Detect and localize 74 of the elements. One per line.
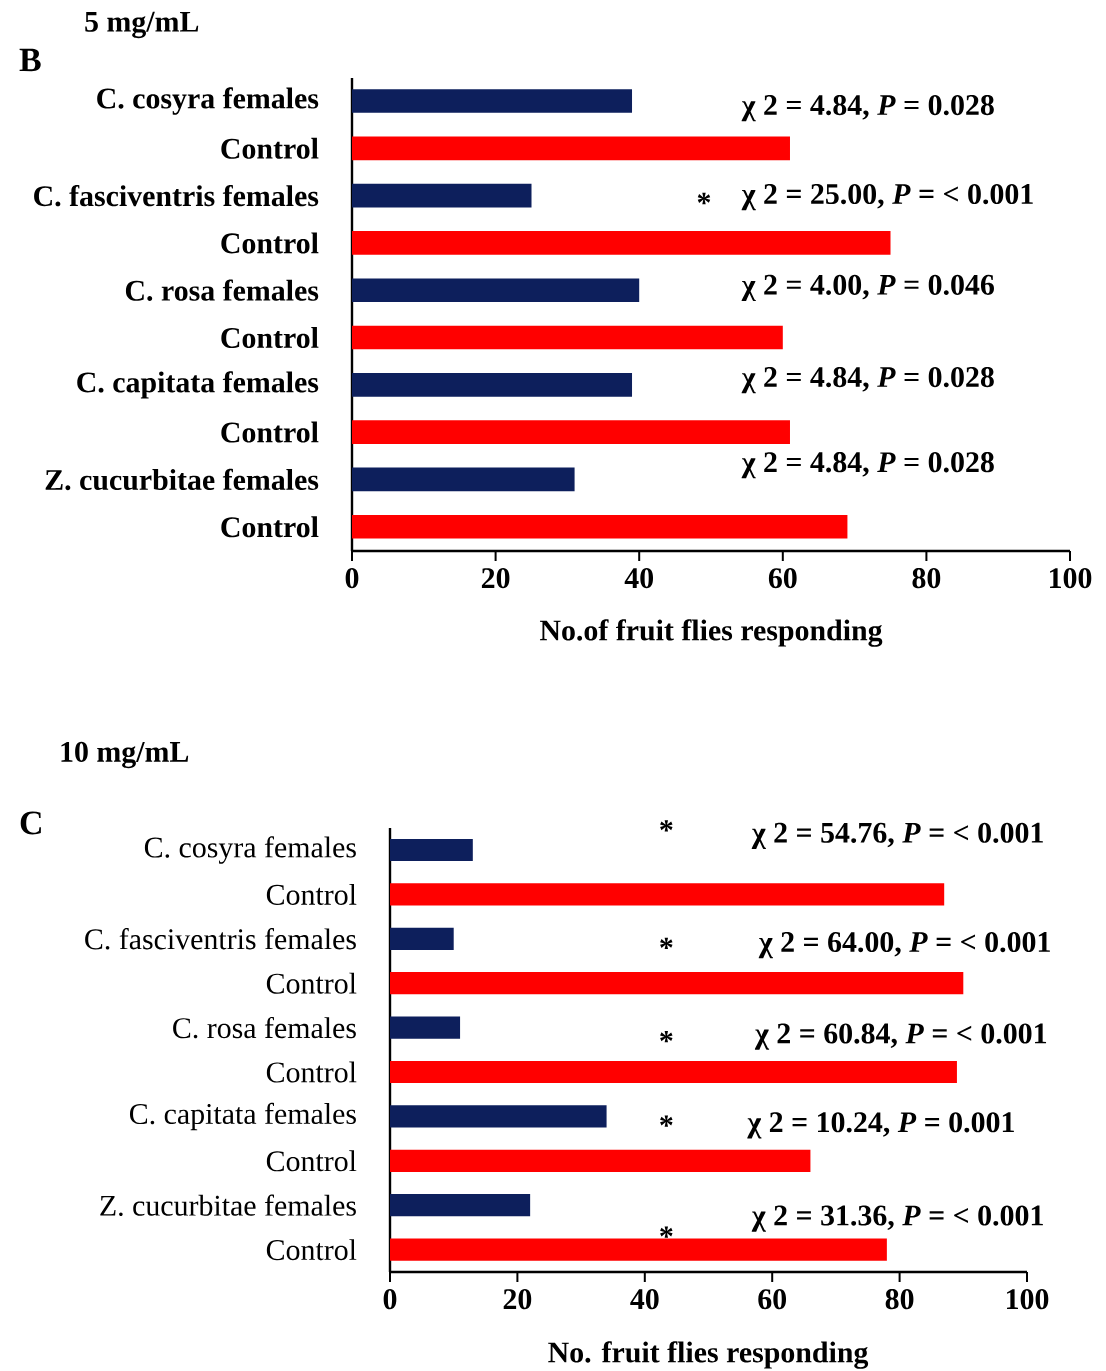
x-tick-label: 20 — [503, 1289, 532, 1310]
text: 10 mg/mL — [61, 741, 189, 769]
y-tick-label: Control — [266, 1239, 357, 1261]
bar — [352, 278, 640, 303]
annotation: * — [660, 820, 673, 832]
bar — [352, 89, 633, 113]
bar — [352, 420, 790, 444]
x-axis-title: No. fruit flies responding — [548, 1341, 869, 1369]
y-tick-label: Control — [266, 972, 357, 994]
y-tick-label: C. rosa females — [125, 279, 319, 301]
bar — [390, 1238, 887, 1261]
x-tick-label: 60 — [768, 568, 797, 589]
bar — [390, 1105, 607, 1128]
x-tick-label: 60 — [758, 1289, 787, 1310]
annotation: * — [660, 937, 673, 950]
bar — [390, 972, 964, 995]
annotation: * — [697, 192, 711, 205]
annotation: * — [660, 1115, 673, 1127]
y-tick-label: Control — [221, 232, 319, 254]
annotation: * — [660, 1031, 673, 1043]
y-tick-label: C. capitata females — [77, 371, 319, 399]
y-tick-label: Control — [266, 883, 357, 905]
y-tick-label: C. fasciventris females — [85, 928, 356, 950]
chart-title: 5 mg/mL — [85, 11, 199, 39]
annotation: * — [660, 1226, 673, 1238]
y-tick-label: Control — [221, 421, 319, 443]
bar — [390, 1060, 957, 1084]
x-tick-label: 100 — [1050, 568, 1092, 589]
y-tick-label: C. cosyra females — [144, 836, 356, 864]
text: C — [20, 811, 41, 835]
x-tick-label: 100 — [1007, 1289, 1049, 1310]
bar — [390, 883, 945, 906]
bar — [352, 372, 633, 397]
bar — [352, 136, 790, 161]
x-tick-label: 40 — [624, 568, 654, 589]
text: B — [19, 48, 41, 72]
y-tick-label: C. cosyra females — [97, 87, 319, 115]
bar — [390, 1194, 531, 1217]
y-tick-label: Z. cucurbitae females — [100, 1194, 356, 1216]
bar — [352, 231, 891, 255]
bar — [352, 183, 532, 208]
annotation: χ 2 = 4.84, P = 0.028 — [741, 95, 994, 122]
y-tick-label: Z. cucurbitae females — [45, 468, 319, 491]
y-tick-label: Control — [221, 137, 319, 159]
annotation: χ 2 = 25.00, P = < 0.001 — [741, 183, 1033, 211]
y-tick-label: Control — [221, 327, 319, 349]
bar — [390, 1149, 811, 1172]
annotation: χ 2 = 4.84, P = 0.028 — [741, 366, 994, 394]
annotation: χ 2 = 10.24, P = 0.001 — [747, 1112, 1014, 1139]
x-tick-label: 0 — [345, 568, 359, 589]
annotation: χ 2 = 60.84, P = < 0.001 — [754, 1023, 1047, 1050]
bar — [352, 467, 575, 492]
y-tick-label: Control — [266, 1061, 357, 1083]
annotation: χ 2 = 64.00, P = < 0.001 — [758, 931, 1050, 959]
bar — [390, 927, 454, 950]
x-tick-label: 20 — [481, 568, 510, 589]
x-tick-label: 80 — [912, 568, 941, 589]
x-tick-label: 0 — [383, 1289, 397, 1310]
y-tick-label: C. rosa females — [173, 1016, 356, 1039]
bar — [390, 1016, 461, 1039]
x-axis-title: No.of fruit flies responding — [539, 619, 883, 647]
y-tick-label: Control — [266, 1150, 357, 1172]
y-tick-label: Control — [221, 516, 319, 538]
bar — [352, 514, 848, 539]
annotation: χ 2 = 31.36, P = < 0.001 — [751, 1205, 1043, 1232]
x-tick-label: 80 — [885, 1289, 914, 1310]
y-tick-label: C. capitata females — [129, 1102, 356, 1131]
bar — [352, 325, 783, 350]
annotation: χ 2 = 4.84, P = 0.028 — [741, 452, 994, 479]
y-tick-label: C. fasciventris females — [34, 184, 319, 207]
annotation: χ 2 = 54.76, P = < 0.001 — [751, 822, 1043, 849]
x-tick-label: 40 — [630, 1289, 659, 1310]
bar — [390, 838, 473, 862]
annotation: χ 2 = 4.00, P = 0.046 — [741, 274, 994, 301]
